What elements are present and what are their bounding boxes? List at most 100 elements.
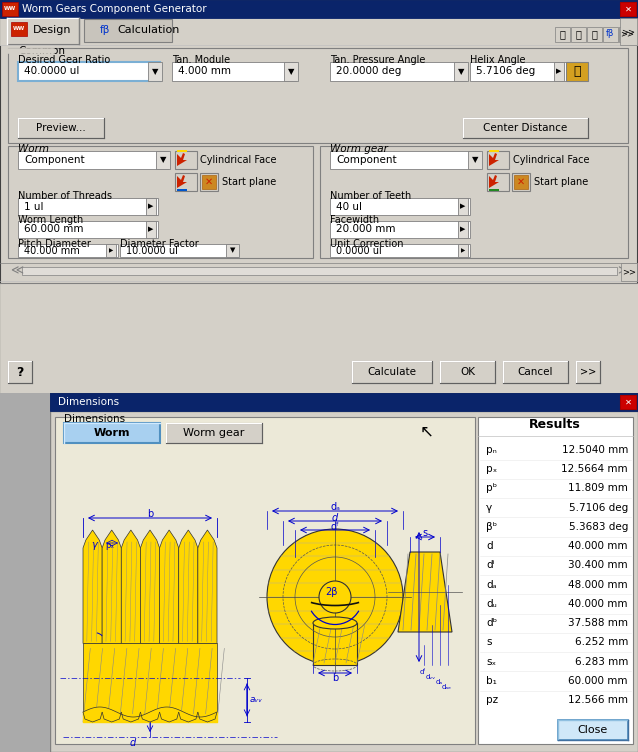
Text: 6.252 mm: 6.252 mm — [575, 638, 628, 647]
Text: Start plane: Start plane — [222, 177, 276, 187]
Text: Dimensions: Dimensions — [64, 414, 125, 424]
Polygon shape — [489, 189, 499, 191]
FancyBboxPatch shape — [468, 151, 482, 169]
FancyBboxPatch shape — [587, 27, 602, 42]
FancyBboxPatch shape — [330, 244, 470, 257]
Text: dᵥᵥ: dᵥᵥ — [426, 674, 436, 680]
Polygon shape — [102, 530, 121, 644]
Polygon shape — [489, 175, 499, 188]
FancyBboxPatch shape — [106, 244, 116, 257]
FancyBboxPatch shape — [0, 283, 638, 393]
Text: pₓ: pₓ — [105, 541, 114, 550]
FancyBboxPatch shape — [202, 175, 216, 189]
FancyBboxPatch shape — [18, 62, 160, 81]
Text: Preview...: Preview... — [36, 123, 86, 133]
Text: 🔒: 🔒 — [574, 65, 581, 78]
FancyBboxPatch shape — [18, 118, 104, 138]
Text: Calculation: Calculation — [117, 25, 179, 35]
Text: ▶: ▶ — [460, 204, 466, 210]
Circle shape — [267, 529, 403, 665]
FancyBboxPatch shape — [18, 244, 118, 257]
FancyBboxPatch shape — [50, 411, 638, 752]
Text: ✕: ✕ — [625, 398, 632, 407]
Text: 💾: 💾 — [575, 29, 581, 39]
Text: 40.0000 ul: 40.0000 ul — [24, 66, 79, 77]
FancyBboxPatch shape — [8, 361, 32, 383]
FancyBboxPatch shape — [8, 48, 628, 143]
Text: ↖: ↖ — [420, 422, 434, 440]
Polygon shape — [177, 175, 187, 188]
FancyBboxPatch shape — [621, 263, 637, 281]
Text: ≫: ≫ — [617, 265, 630, 277]
Text: ▼: ▼ — [230, 247, 235, 253]
Text: ▼: ▼ — [471, 156, 478, 165]
Text: Worm: Worm — [94, 428, 130, 438]
Polygon shape — [177, 189, 187, 191]
FancyBboxPatch shape — [576, 361, 600, 383]
Text: >>: >> — [621, 28, 635, 37]
Text: 6.283 mm: 6.283 mm — [575, 656, 628, 667]
FancyBboxPatch shape — [512, 173, 530, 191]
Circle shape — [319, 581, 351, 613]
Text: 0.0000 ul: 0.0000 ul — [336, 245, 382, 256]
Text: 📁: 📁 — [559, 29, 565, 39]
Text: 60.000 mm: 60.000 mm — [24, 225, 84, 235]
Text: Worm gear: Worm gear — [330, 144, 388, 154]
Text: 11.809 mm: 11.809 mm — [568, 484, 628, 493]
FancyBboxPatch shape — [487, 173, 509, 191]
Polygon shape — [177, 150, 187, 152]
Polygon shape — [177, 153, 187, 166]
Text: 2β: 2β — [325, 587, 338, 597]
Text: Tan. Pressure Angle: Tan. Pressure Angle — [330, 55, 426, 65]
Polygon shape — [140, 530, 160, 644]
Text: Center Distance: Center Distance — [483, 123, 567, 133]
Text: Cylindrical Face: Cylindrical Face — [513, 155, 590, 165]
Text: ▼: ▼ — [288, 67, 294, 76]
Text: ▶: ▶ — [460, 226, 466, 232]
Text: 1 ul: 1 ul — [24, 202, 43, 211]
FancyBboxPatch shape — [156, 151, 170, 169]
Text: 40.000 mm: 40.000 mm — [568, 541, 628, 551]
Text: Tan. Module: Tan. Module — [172, 55, 230, 65]
Text: ▼: ▼ — [160, 156, 167, 165]
Polygon shape — [398, 552, 452, 632]
Text: Helix Angle: Helix Angle — [470, 55, 526, 65]
FancyBboxPatch shape — [487, 151, 509, 169]
Text: WW: WW — [13, 26, 25, 32]
Text: b₁: b₁ — [486, 676, 497, 686]
Text: 60.000 mm: 60.000 mm — [568, 676, 628, 686]
Text: d: d — [130, 738, 136, 748]
Text: 12.5664 mm: 12.5664 mm — [561, 464, 628, 475]
FancyBboxPatch shape — [0, 18, 638, 45]
Text: dₐ: dₐ — [486, 580, 496, 590]
Polygon shape — [121, 530, 140, 644]
FancyBboxPatch shape — [50, 393, 638, 752]
Text: 40 ul: 40 ul — [336, 202, 362, 211]
FancyBboxPatch shape — [8, 146, 313, 258]
FancyBboxPatch shape — [514, 175, 528, 189]
Text: 5.7106 deg: 5.7106 deg — [476, 66, 535, 77]
Text: Pitch Diameter: Pitch Diameter — [18, 239, 91, 249]
Text: Component: Component — [336, 155, 397, 165]
FancyBboxPatch shape — [172, 62, 296, 81]
FancyBboxPatch shape — [146, 198, 156, 215]
FancyBboxPatch shape — [0, 0, 638, 18]
FancyBboxPatch shape — [352, 361, 432, 383]
FancyBboxPatch shape — [320, 146, 628, 258]
FancyBboxPatch shape — [148, 62, 162, 81]
FancyBboxPatch shape — [603, 27, 618, 42]
Text: ▶: ▶ — [148, 226, 154, 232]
Text: Component: Component — [24, 155, 85, 165]
Text: Diameter Factor: Diameter Factor — [120, 239, 199, 249]
Text: Start plane: Start plane — [534, 177, 588, 187]
Text: Desired Gear Ratio: Desired Gear Ratio — [18, 55, 110, 65]
Text: 20.000 mm: 20.000 mm — [336, 225, 396, 235]
FancyBboxPatch shape — [83, 714, 217, 722]
Text: dⁱ: dⁱ — [486, 560, 494, 571]
Text: s: s — [422, 528, 427, 538]
Text: Number of Threads: Number of Threads — [18, 191, 112, 201]
Text: γ: γ — [486, 503, 493, 513]
FancyBboxPatch shape — [330, 62, 466, 81]
Text: 30.400 mm: 30.400 mm — [568, 560, 628, 571]
Text: fβ: fβ — [606, 29, 614, 38]
